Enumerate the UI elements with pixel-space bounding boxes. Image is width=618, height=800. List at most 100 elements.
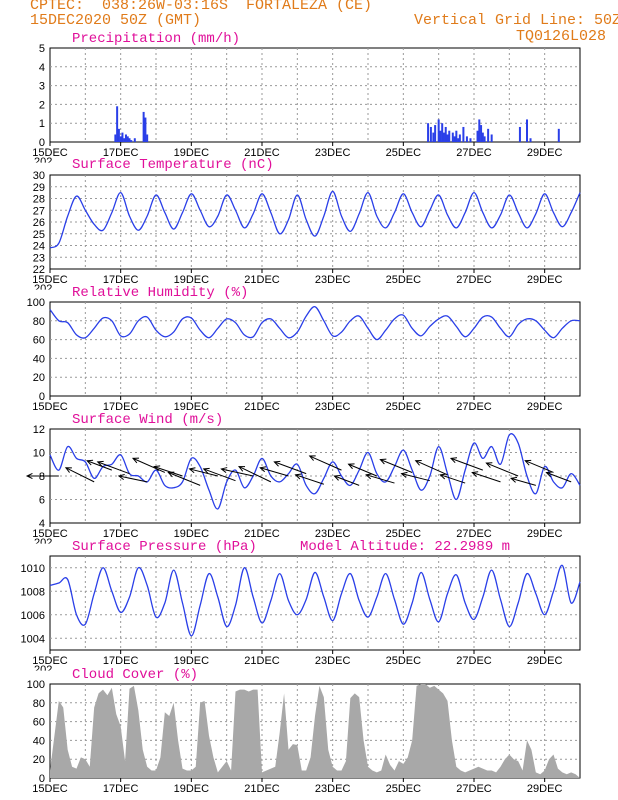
- temp-title: Surface Temperature (nC): [72, 157, 274, 173]
- pressure-xtick-label: 25DEC: [386, 655, 422, 667]
- rh-line: [49, 306, 581, 341]
- precip-bar: [437, 119, 440, 142]
- temp-xtick-label: 27DEC: [456, 274, 492, 286]
- precip-bar: [480, 125, 483, 142]
- wind-arrow: [486, 462, 519, 477]
- precip-ytick-label: 0: [39, 137, 45, 149]
- precip-bar: [126, 136, 129, 142]
- temp-ytick-label: 26: [33, 217, 45, 229]
- precip-xtick-label: 17DEC: [103, 147, 139, 159]
- wind-arrow: [525, 460, 554, 473]
- rh-xtick-label: 15DEC: [32, 401, 68, 413]
- wind-arrow: [86, 460, 113, 471]
- rh-panel: 0 20 40 60 80 100 15DEC 17DEC 19DEC 21DEC 23DEC 25D…: [27, 285, 581, 413]
- precip-bar: [476, 130, 479, 142]
- wind-arrow-head: [449, 457, 458, 464]
- precip-ytick-label: 1: [39, 118, 45, 130]
- precip-bar: [457, 138, 460, 142]
- precip-xtick-label: 25DEC: [386, 147, 422, 159]
- pressure-frame: [49, 555, 581, 651]
- precip-bar: [434, 125, 437, 142]
- wind-arrow-head: [202, 467, 210, 474]
- precip-bar: [448, 130, 451, 142]
- precip-bar: [483, 136, 486, 142]
- cloud-xtick-label: 23DEC: [315, 783, 351, 795]
- wind-arrow: [154, 466, 183, 477]
- wind-arrow-head: [259, 466, 267, 473]
- rh-xtick-label: 29DEC: [527, 401, 563, 413]
- wind-year-label: 202: [34, 537, 52, 549]
- wind-title: Surface Wind (m/s): [72, 412, 223, 428]
- precip-bar: [529, 138, 532, 142]
- wind-arrow: [401, 473, 430, 482]
- precip-bar: [133, 138, 136, 142]
- temp-xtick-label: 19DEC: [174, 274, 210, 286]
- temp-xtick-label: 25DEC: [386, 274, 422, 286]
- wind-ytick-label: 12: [33, 424, 45, 436]
- wind-arrow: [546, 472, 572, 483]
- wind-xtick-label: 21DEC: [244, 528, 280, 540]
- temp-line: [49, 190, 581, 249]
- rh-ytick-label: 0: [39, 391, 45, 403]
- cloud-panel: 0 20 40 60 80 100 15DEC 17DEC 19DEC 21DEC 23DEC 25D…: [27, 667, 581, 795]
- cloud-xtick-label: 15DEC: [32, 783, 68, 795]
- cloud-ytick-label: 60: [33, 717, 45, 729]
- precip-bar: [441, 123, 444, 142]
- precip-bar: [130, 140, 133, 142]
- wind-panel: 4 6 8 10 12 15DEC 17DEC 19DEC 21DEC 23DEC 25DEC 27D…: [25, 412, 581, 549]
- precip-bar: [429, 126, 432, 142]
- wind-arrow-head: [167, 471, 175, 478]
- precip-bar: [446, 134, 449, 142]
- pressure-panel: 1004 1006 1008 1010 15DEC 17DEC 19DEC 21DEC 23DE…: [21, 539, 581, 676]
- wind-ytick-label: 10: [33, 448, 45, 460]
- cloud-ytick-label: 100: [27, 679, 45, 691]
- wind-arrow: [366, 474, 395, 484]
- cloud-ytick-label: 20: [33, 754, 45, 766]
- precip-ytick-label: 2: [39, 99, 45, 111]
- pressure-line: [49, 564, 581, 637]
- wind-arrow-head: [347, 463, 355, 470]
- temp-ytick-label: 29: [33, 182, 45, 194]
- cloud-ytick-label: 80: [33, 698, 45, 710]
- pressure-ytick-label: 1004: [21, 633, 45, 645]
- wind-arrow-head: [294, 473, 302, 480]
- pressure-title: Surface Pressure (hPa): [72, 539, 257, 555]
- pressure-xtick-label: 23DEC: [315, 655, 351, 667]
- cloud-xtick-label: 29DEC: [527, 783, 563, 795]
- cloud-xtick-label: 19DEC: [174, 783, 210, 795]
- wind-arrow-head: [545, 471, 553, 478]
- wind-arrow-head: [64, 467, 72, 473]
- wind-arrow: [65, 467, 95, 483]
- precip-bar: [128, 138, 131, 142]
- wind-arrow-head: [333, 474, 341, 481]
- precip-bar: [469, 138, 472, 142]
- precip-bar: [432, 132, 435, 142]
- wind-arrow-head: [237, 466, 246, 472]
- precip-bar: [487, 128, 490, 142]
- temp-xtick-label: 29DEC: [527, 274, 563, 286]
- temp-ytick-label: 28: [33, 194, 45, 206]
- precip-bar: [121, 132, 124, 142]
- precip-bar: [453, 136, 456, 142]
- temp-ytick-label: 22: [33, 264, 45, 276]
- precip-frame: [49, 47, 581, 143]
- precip-bar: [481, 132, 484, 142]
- wind-arrow: [238, 466, 272, 483]
- rh-ytick-label: 60: [33, 335, 45, 347]
- precip-bar: [526, 119, 528, 142]
- precip-xtick-label: 29DEC: [527, 147, 563, 159]
- header-grid-note: Vertical Grid Line: 50Z: [414, 12, 618, 29]
- wind-xtick-label: 15DEC: [32, 528, 68, 540]
- pressure-ytick-label: 1010: [21, 563, 45, 575]
- pressure-xtick-label: 27DEC: [456, 655, 492, 667]
- precip-bar: [124, 134, 127, 142]
- wind-arrow-head: [379, 458, 387, 465]
- precip-bar: [465, 136, 468, 142]
- temp-year-label: 202: [34, 283, 52, 295]
- wind-arrow: [118, 475, 148, 483]
- pressure-xtick-label: 21DEC: [244, 655, 280, 667]
- wind-xtick-label: 17DEC: [103, 528, 139, 540]
- pressure-xtick-label: 15DEC: [32, 655, 68, 667]
